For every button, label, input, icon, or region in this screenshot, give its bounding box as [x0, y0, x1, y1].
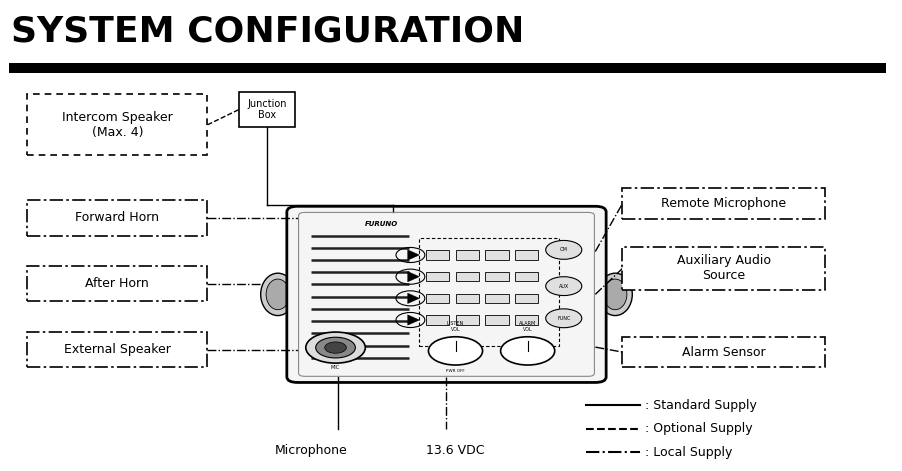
- FancyBboxPatch shape: [287, 206, 606, 382]
- Text: : Optional Supply: : Optional Supply: [645, 422, 752, 435]
- FancyBboxPatch shape: [27, 200, 207, 236]
- Text: : Standard Supply: : Standard Supply: [645, 398, 757, 412]
- Text: After Horn: After Horn: [86, 277, 149, 290]
- Ellipse shape: [261, 273, 295, 316]
- Circle shape: [546, 241, 582, 259]
- Circle shape: [316, 337, 355, 358]
- FancyBboxPatch shape: [9, 63, 886, 73]
- Text: Microphone: Microphone: [275, 444, 347, 457]
- Text: PWR OFF: PWR OFF: [446, 369, 465, 373]
- Circle shape: [546, 277, 582, 296]
- FancyBboxPatch shape: [27, 266, 207, 301]
- FancyBboxPatch shape: [622, 337, 825, 367]
- Text: ALARM
VOL: ALARM VOL: [519, 321, 537, 332]
- Text: 13.6 VDC: 13.6 VDC: [427, 444, 484, 457]
- FancyBboxPatch shape: [27, 332, 207, 367]
- FancyBboxPatch shape: [515, 272, 538, 281]
- FancyBboxPatch shape: [426, 250, 449, 260]
- FancyBboxPatch shape: [27, 94, 207, 155]
- Text: Intercom Speaker
(Max. 4): Intercom Speaker (Max. 4): [62, 111, 172, 139]
- Text: FURUNO: FURUNO: [364, 221, 398, 227]
- Ellipse shape: [266, 279, 290, 310]
- Text: AUX: AUX: [558, 284, 569, 289]
- Ellipse shape: [603, 279, 627, 310]
- Polygon shape: [408, 271, 419, 282]
- Text: MIC: MIC: [331, 365, 340, 371]
- Text: SYSTEM CONFIGURATION: SYSTEM CONFIGURATION: [11, 14, 524, 48]
- Polygon shape: [408, 250, 419, 260]
- Text: FUNC: FUNC: [557, 316, 570, 321]
- FancyBboxPatch shape: [456, 293, 479, 303]
- FancyBboxPatch shape: [426, 315, 449, 325]
- Text: : Local Supply: : Local Supply: [645, 446, 732, 459]
- Text: Junction
Box: Junction Box: [247, 99, 287, 120]
- FancyBboxPatch shape: [622, 247, 825, 290]
- Polygon shape: [408, 293, 419, 303]
- FancyBboxPatch shape: [426, 293, 449, 303]
- Text: OM: OM: [560, 247, 567, 252]
- FancyBboxPatch shape: [426, 272, 449, 281]
- FancyBboxPatch shape: [485, 272, 509, 281]
- FancyBboxPatch shape: [239, 92, 295, 127]
- Circle shape: [428, 337, 483, 365]
- FancyBboxPatch shape: [485, 293, 509, 303]
- Text: Remote Microphone: Remote Microphone: [661, 197, 787, 210]
- Circle shape: [306, 332, 365, 363]
- Text: LISTEN
VOL: LISTEN VOL: [446, 321, 465, 332]
- Text: External Speaker: External Speaker: [64, 343, 170, 356]
- FancyBboxPatch shape: [485, 315, 509, 325]
- FancyBboxPatch shape: [622, 188, 825, 219]
- FancyBboxPatch shape: [515, 315, 538, 325]
- FancyBboxPatch shape: [485, 250, 509, 260]
- FancyBboxPatch shape: [515, 293, 538, 303]
- FancyBboxPatch shape: [456, 250, 479, 260]
- FancyBboxPatch shape: [456, 272, 479, 281]
- Text: Forward Horn: Forward Horn: [75, 211, 160, 224]
- FancyBboxPatch shape: [456, 315, 479, 325]
- Text: Auxiliary Audio
Source: Auxiliary Audio Source: [676, 254, 771, 283]
- Ellipse shape: [598, 273, 632, 316]
- FancyBboxPatch shape: [515, 250, 538, 260]
- Circle shape: [501, 337, 555, 365]
- Circle shape: [546, 309, 582, 328]
- Polygon shape: [408, 315, 419, 325]
- Circle shape: [325, 342, 346, 353]
- Text: Alarm Sensor: Alarm Sensor: [682, 346, 766, 358]
